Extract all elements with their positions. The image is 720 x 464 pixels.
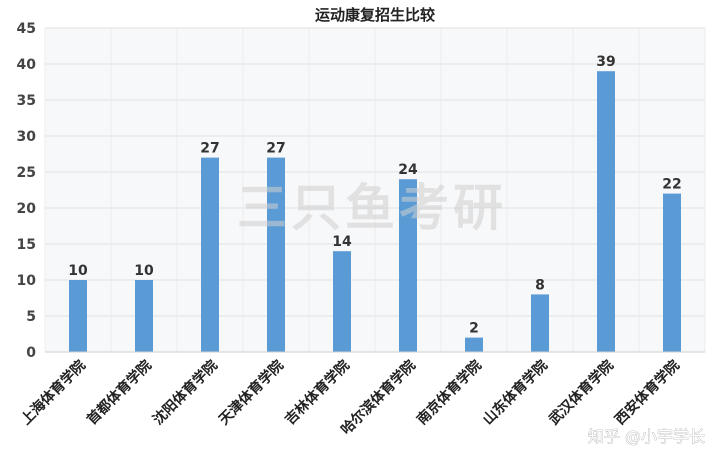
bar	[663, 193, 681, 352]
data-label: 10	[68, 263, 88, 279]
y-tick-label: 0	[26, 345, 36, 361]
x-tick-label: 天津体育学院	[215, 357, 286, 428]
x-tick-label: 山东体育学院	[479, 357, 550, 428]
y-axis: 0 5 10 15 20 25 30 35 40 45	[17, 21, 37, 361]
data-label: 22	[662, 177, 681, 193]
bars	[69, 71, 681, 352]
bar	[333, 251, 351, 352]
bar	[135, 280, 153, 352]
x-tick-label: 武汉体育学院	[545, 357, 616, 428]
bar	[399, 179, 417, 352]
y-tick-label: 10	[17, 273, 37, 289]
bar	[201, 157, 219, 352]
data-label: 2	[469, 321, 479, 337]
x-axis: 上海体育学院首都体育学院沈阳体育学院天津体育学院吉林体育学院哈尔滨体育学院南京体…	[17, 351, 705, 438]
credit-text: 知乎 @小宇学长	[588, 427, 705, 446]
x-tick-label: 西安体育学院	[611, 357, 682, 428]
data-label: 10	[134, 263, 154, 279]
bar	[531, 294, 549, 352]
data-label: 39	[596, 54, 615, 70]
gridlines	[44, 27, 706, 353]
bar	[69, 280, 87, 352]
y-tick-label: 5	[26, 309, 36, 325]
x-tick-label: 上海体育学院	[17, 357, 88, 428]
y-tick-label: 20	[17, 201, 37, 217]
bar	[465, 337, 483, 352]
x-tick-label: 南京体育学院	[413, 357, 484, 428]
y-tick-label: 45	[17, 21, 36, 37]
x-tick-label: 首都体育学院	[83, 357, 154, 428]
chart-title: 运动康复招生比较	[315, 6, 435, 24]
y-tick-label: 25	[17, 165, 36, 181]
watermark-text: 三只鱼考研	[237, 179, 507, 237]
y-tick-label: 40	[17, 57, 37, 73]
x-tick-label: 吉林体育学院	[281, 357, 352, 428]
bar	[267, 157, 285, 352]
data-label: 24	[398, 162, 418, 178]
y-tick-label: 15	[17, 237, 36, 253]
data-label: 8	[535, 277, 545, 293]
data-label: 14	[332, 234, 352, 250]
data-label: 27	[200, 141, 219, 157]
y-tick-label: 35	[17, 93, 36, 109]
x-tick-label: 沈阳体育学院	[149, 357, 220, 428]
bar	[597, 71, 615, 352]
data-labels: 10 10 27 27 14 24 2 8 39 22	[68, 54, 681, 336]
data-label: 27	[266, 141, 285, 157]
y-tick-label: 30	[17, 129, 37, 145]
